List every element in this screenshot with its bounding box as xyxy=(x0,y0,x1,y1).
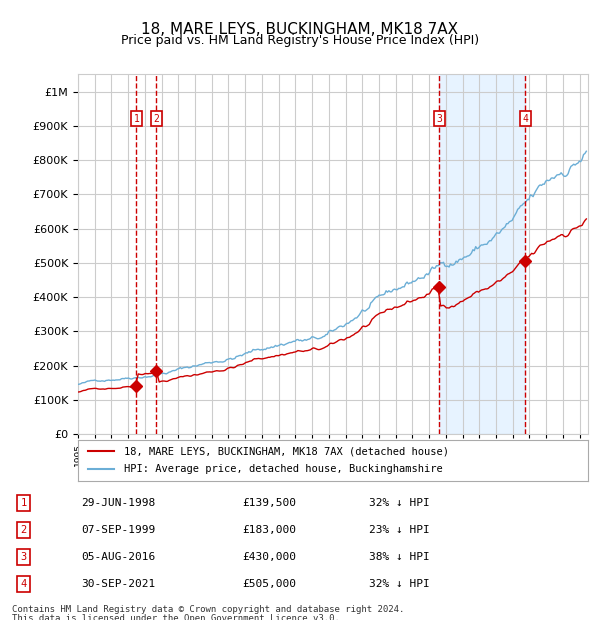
Text: 1: 1 xyxy=(20,498,26,508)
Text: Price paid vs. HM Land Registry's House Price Index (HPI): Price paid vs. HM Land Registry's House … xyxy=(121,34,479,47)
Text: 32% ↓ HPI: 32% ↓ HPI xyxy=(369,498,430,508)
Text: £183,000: £183,000 xyxy=(242,525,296,535)
Text: HPI: Average price, detached house, Buckinghamshire: HPI: Average price, detached house, Buck… xyxy=(124,464,443,474)
Text: 3: 3 xyxy=(436,114,442,124)
Text: £430,000: £430,000 xyxy=(242,552,296,562)
Bar xyxy=(439,74,525,434)
Text: 4: 4 xyxy=(523,114,528,124)
Text: Contains HM Land Registry data © Crown copyright and database right 2024.: Contains HM Land Registry data © Crown c… xyxy=(12,604,404,614)
Text: £505,000: £505,000 xyxy=(242,579,296,590)
Text: 23% ↓ HPI: 23% ↓ HPI xyxy=(369,525,430,535)
Text: 1: 1 xyxy=(133,114,139,124)
Text: 2: 2 xyxy=(154,114,160,124)
Text: 32% ↓ HPI: 32% ↓ HPI xyxy=(369,579,430,590)
Text: 4: 4 xyxy=(20,579,26,590)
Text: 38% ↓ HPI: 38% ↓ HPI xyxy=(369,552,430,562)
Text: 30-SEP-2021: 30-SEP-2021 xyxy=(81,579,155,590)
Text: 18, MARE LEYS, BUCKINGHAM, MK18 7AX (detached house): 18, MARE LEYS, BUCKINGHAM, MK18 7AX (det… xyxy=(124,446,449,456)
Text: 07-SEP-1999: 07-SEP-1999 xyxy=(81,525,155,535)
Text: 29-JUN-1998: 29-JUN-1998 xyxy=(81,498,155,508)
Text: This data is licensed under the Open Government Licence v3.0.: This data is licensed under the Open Gov… xyxy=(12,614,340,620)
Text: 2: 2 xyxy=(20,525,26,535)
Text: 05-AUG-2016: 05-AUG-2016 xyxy=(81,552,155,562)
Text: 3: 3 xyxy=(20,552,26,562)
Text: 18, MARE LEYS, BUCKINGHAM, MK18 7AX: 18, MARE LEYS, BUCKINGHAM, MK18 7AX xyxy=(142,22,458,37)
Text: £139,500: £139,500 xyxy=(242,498,296,508)
